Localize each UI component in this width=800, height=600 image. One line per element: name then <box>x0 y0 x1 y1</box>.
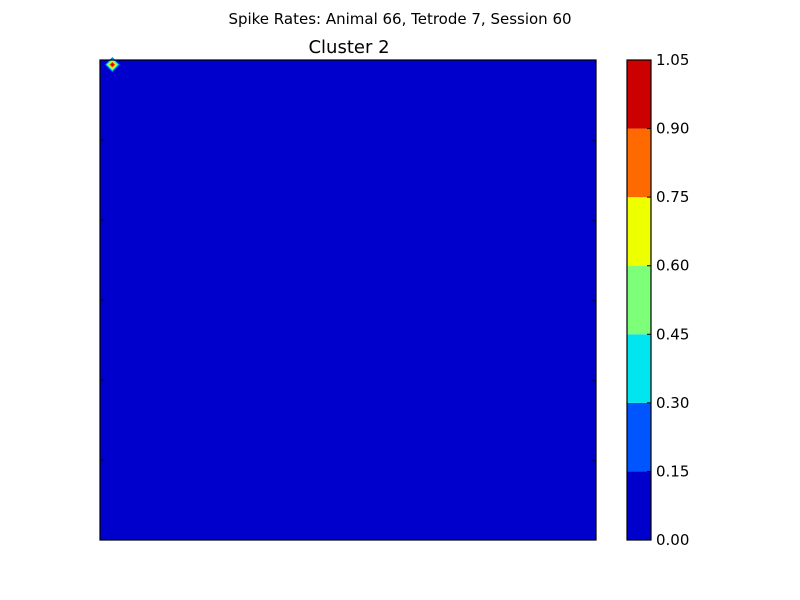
colorbar: 0.00 0.15 0.30 0.45 0.60 0.75 0.90 1.05 <box>626 51 689 549</box>
colorbar-segment <box>627 334 651 403</box>
hotspot-contour-band <box>110 62 115 67</box>
colorbar-segment <box>627 60 651 129</box>
colorbar-tick-label: 0.00 <box>656 531 689 549</box>
colorbar-tick-label: 0.90 <box>656 120 689 138</box>
colorbar-segment <box>627 197 651 266</box>
colorbar-frame <box>626 59 652 541</box>
colorbar-tick-label: 0.60 <box>656 257 689 275</box>
colorbar-segment <box>627 402 651 472</box>
chart-title: Cluster 2 <box>308 37 389 58</box>
heatmap-background <box>100 60 596 540</box>
colorbar-segment <box>627 471 651 540</box>
plot-frame <box>99 59 597 541</box>
colorbar-segment <box>627 265 651 335</box>
colorbar-tick-label: 0.15 <box>656 462 689 480</box>
heatmap-plot <box>99 57 597 541</box>
colorbar-tick-label: 0.30 <box>656 394 689 412</box>
colorbar-tick-label: 0.45 <box>656 325 689 343</box>
figure-suptitle: Spike Rates: Animal 66, Tetrode 7, Sessi… <box>228 10 571 28</box>
colorbar-segment <box>627 128 651 198</box>
colorbar-tick-label: 0.75 <box>656 188 689 206</box>
colorbar-tick-label: 1.05 <box>656 51 689 69</box>
